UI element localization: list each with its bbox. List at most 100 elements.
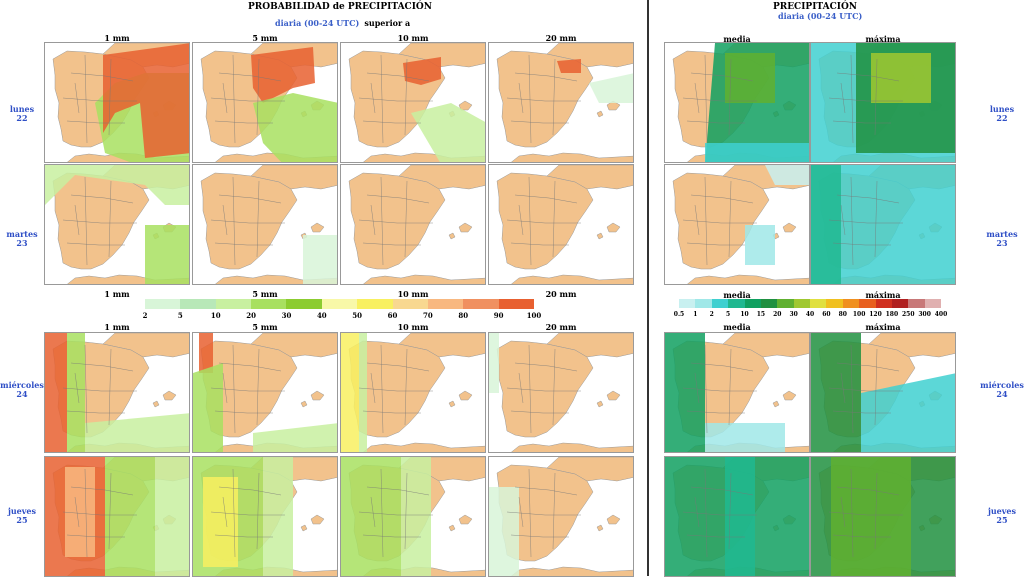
day-label-left-0: lunes 22: [9, 104, 35, 123]
legend-tick-label: 60: [822, 311, 831, 318]
precip-area: [105, 457, 155, 576]
legend-swatch: [180, 299, 216, 309]
legend-swatch: [695, 299, 712, 308]
land-africa: [511, 442, 633, 452]
legend-header-5mm: 5 mm: [252, 289, 278, 299]
precip-area: [155, 457, 189, 576]
header2-threshold-1: 1 mm: [104, 322, 130, 332]
land-africa: [511, 152, 633, 162]
legend-tick-label: 80: [838, 311, 847, 318]
precip-area: [811, 333, 861, 452]
precip-area: [341, 333, 359, 452]
legend-swatch: [321, 299, 358, 309]
precip-area: [359, 333, 367, 452]
precip-map-1-1: [810, 164, 956, 285]
precip-area: [193, 363, 223, 452]
legend-swatch: [711, 299, 729, 308]
province-borders: [682, 176, 757, 266]
land-balearic: [300, 390, 325, 408]
province-borders: [358, 54, 433, 144]
legend-swatch: [908, 299, 925, 308]
province-borders: [682, 344, 757, 434]
legend-header-20mm: 20 mm: [545, 289, 577, 299]
precip-area: [831, 457, 911, 576]
legend-tick-label: 100: [852, 311, 866, 318]
legend-tick-label: 400: [934, 311, 948, 318]
legend-tick-label: 10: [740, 311, 749, 318]
precip-area: [725, 457, 755, 576]
legend-swatch: [728, 299, 745, 308]
legend-tick-label: 15: [756, 311, 766, 318]
province-borders: [828, 176, 903, 266]
legend-swatch: [357, 299, 393, 309]
land-balearic: [596, 514, 621, 532]
legend-swatch: [924, 299, 941, 308]
province-borders: [506, 54, 581, 144]
precip-area: [145, 225, 189, 284]
legend-tick-label: 0.5: [673, 311, 685, 318]
prob-map-3-0: [44, 456, 190, 577]
header2-threshold-10: 10 mm: [397, 322, 429, 332]
land-balearic: [448, 514, 473, 532]
province-borders: [210, 176, 285, 266]
precip-area: [745, 225, 775, 265]
prob-map-3-3: [488, 456, 634, 577]
legend-header-10mm: 10 mm: [397, 289, 429, 299]
left-legend-bar: [145, 299, 534, 309]
precip-area: [65, 467, 95, 557]
precip-area: [401, 457, 431, 576]
prob-map-0-3: [488, 42, 634, 163]
land-iberia: [496, 172, 594, 270]
day-label-left-1: martes 23: [6, 229, 38, 248]
precip-area: [199, 333, 213, 373]
precip-area: [725, 53, 775, 103]
right-legend-bar: [679, 299, 941, 308]
land-iberia: [348, 172, 446, 270]
prob-map-1-0: [44, 164, 190, 285]
legend-tick-label: 120: [869, 311, 882, 318]
prob-map-0-1: [192, 42, 338, 163]
province-borders: [682, 468, 757, 558]
precip-area: [871, 53, 931, 103]
header-threshold-1: 1 mm: [104, 33, 130, 43]
province-borders: [358, 176, 433, 266]
header-threshold-10: 10 mm: [397, 33, 429, 43]
province-borders: [506, 176, 581, 266]
province-borders: [828, 54, 903, 144]
prob-map-0-0: [44, 42, 190, 163]
legend-tick-label: 300: [918, 311, 931, 318]
legend-tick-label: 80: [458, 311, 469, 320]
header-threshold-5: 5 mm: [252, 33, 278, 43]
legend-header-maxima: máxima: [865, 290, 901, 300]
legend-swatch: [760, 299, 778, 308]
precip-area: [85, 413, 189, 452]
legend-swatch: [215, 299, 252, 309]
prob-map-3-2: [340, 456, 486, 577]
precip-area: [557, 59, 581, 73]
precip-area: [251, 47, 315, 103]
legend-tick-label: 5: [177, 311, 183, 320]
precip-map-1-0: [664, 164, 810, 285]
legend-tick-label: 30: [789, 311, 798, 318]
precip-area: [45, 165, 189, 205]
header-maxima: máxima: [865, 34, 901, 44]
prob-map-2-2: [340, 332, 486, 453]
precip-map-3-1: [810, 456, 956, 577]
legend-tick-label: 5: [726, 311, 731, 318]
land-africa: [687, 274, 809, 284]
precip-area: [45, 333, 67, 452]
header2-threshold-5: 5 mm: [252, 322, 278, 332]
province-borders: [682, 54, 757, 144]
land-iberia: [496, 340, 594, 438]
left-legend: 2 5 10 20 30 40 50 60 70 80 90 100: [143, 299, 541, 329]
prob-map-1-3: [488, 164, 634, 285]
legend-tick-label: 50: [352, 311, 363, 320]
prob-map-1-2: [340, 164, 486, 285]
legend-tick-label: 180: [885, 311, 899, 318]
land-iberia: [672, 172, 770, 270]
land-balearic: [596, 222, 621, 240]
land-balearic: [596, 100, 621, 118]
day-label-right-3: jueves 25: [987, 506, 1017, 525]
legend-tick-label: 20: [246, 311, 256, 320]
legend-swatch: [427, 299, 464, 309]
